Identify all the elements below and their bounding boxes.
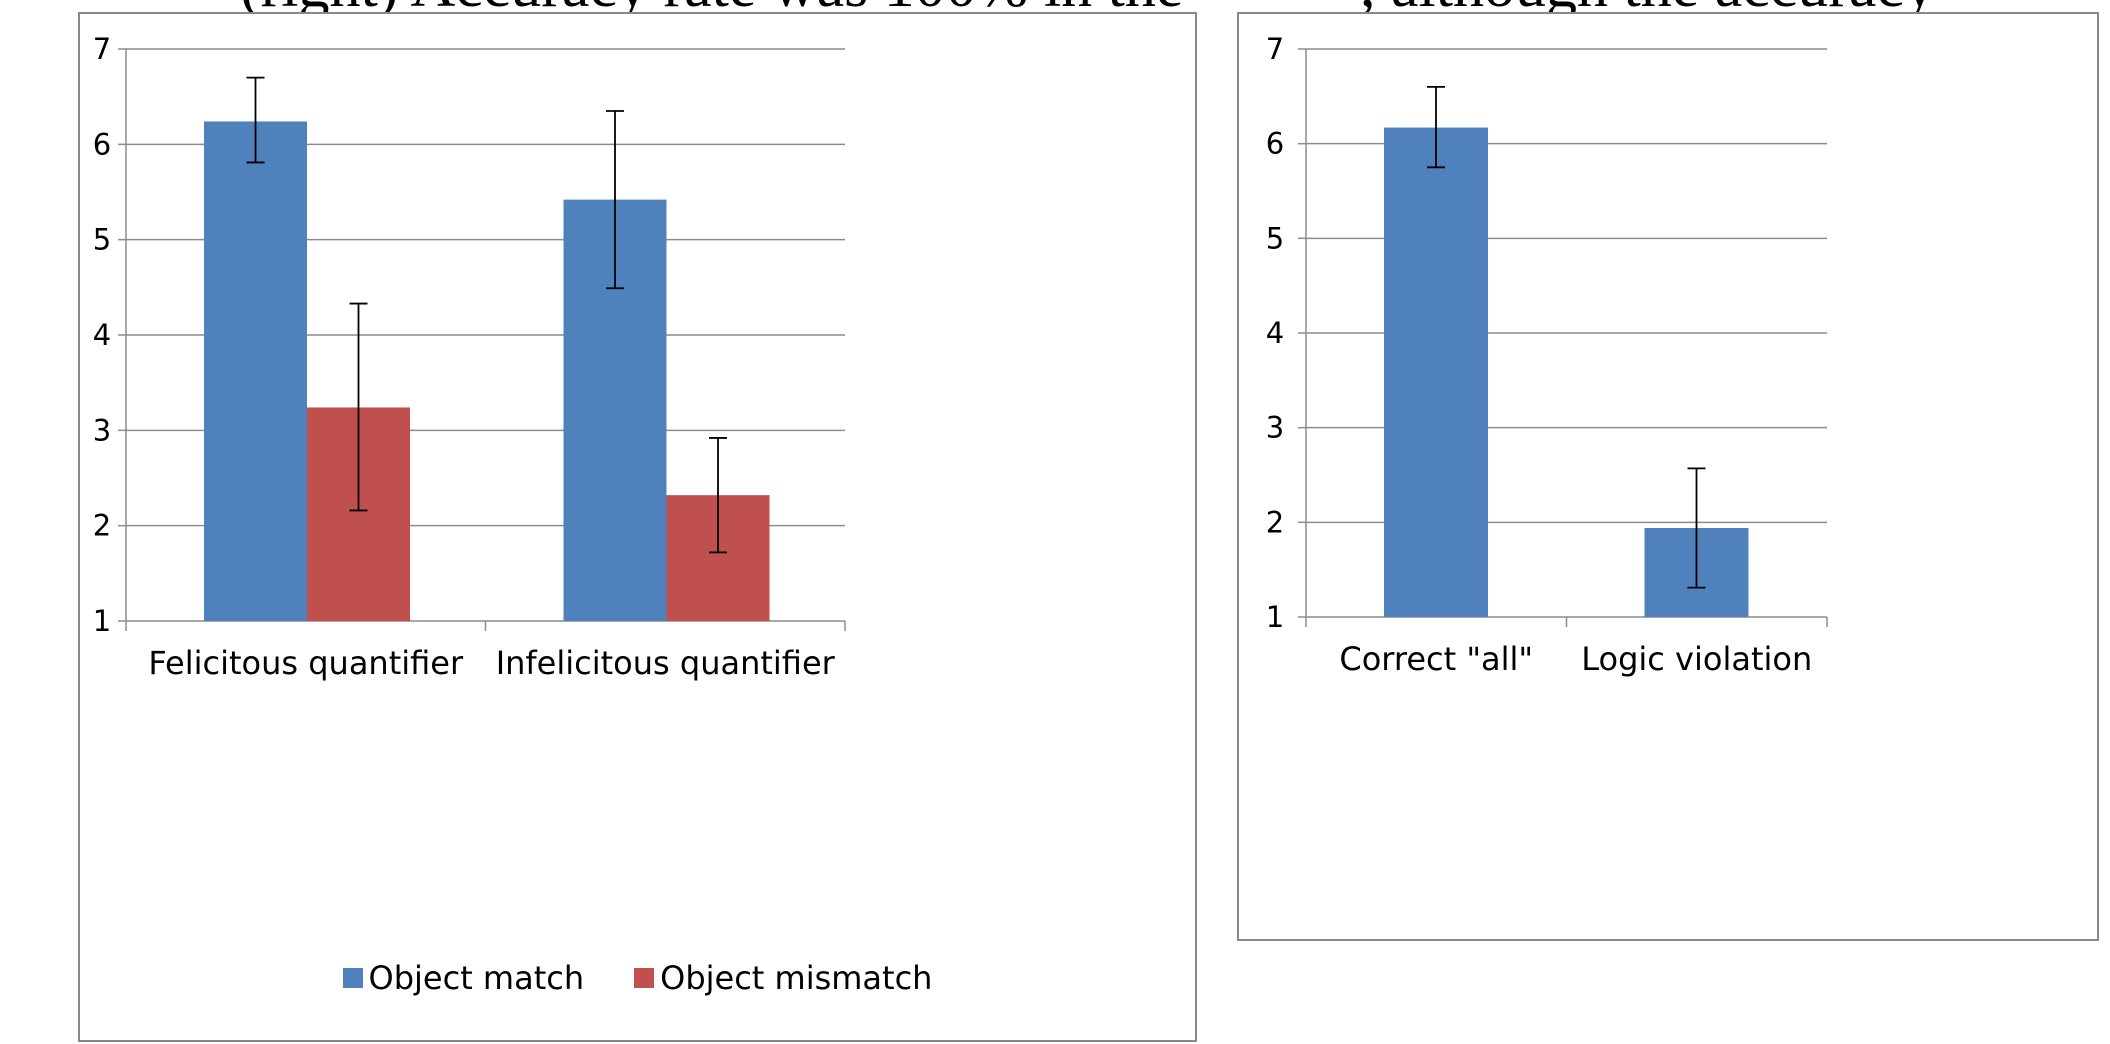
y-tick-label-6: 6 [1266,127,1284,161]
y-tick-label-1: 1 [93,604,111,638]
y-tick-label-6: 6 [93,127,111,161]
y-tick-label-4: 4 [93,318,111,352]
chart-panel-right: 1 2 3 4 5 6 7 Correct "all" Logic violation [1237,12,2099,941]
chart-panel-left: 1 2 3 4 5 6 7 Felicitous quantifier Infelicitous… [78,12,1197,1042]
legend-swatch-object-mismatch [634,968,655,988]
y-tick-label-3: 3 [1266,411,1284,445]
y-tick-label-4: 4 [1266,316,1284,350]
legend: Object match Object mismatch [80,959,1195,997]
y-tick-label-7: 7 [1266,32,1284,66]
category-label-infelicitous-quantifier: Infelicitous quantifier [496,644,836,682]
y-tick-label-3: 3 [93,413,111,447]
bar-correct-all [1384,127,1488,617]
y-tick-label-2: 2 [1266,505,1284,539]
bar-felicitous-quantifier-object-match [204,121,307,621]
legend-label-object-match: Object match [368,959,585,997]
y-tick-label-7: 7 [93,32,111,66]
legend-item-object-match: Object match [342,959,585,997]
category-label-logic-violation: Logic violation [1581,640,1812,678]
bar-chart-right: 1 2 3 4 5 6 7 Correct "all" Logic violation [1266,32,1828,678]
y-tick-label-1: 1 [1266,600,1284,634]
y-tick-label-2: 2 [93,509,111,543]
category-label-felicitous-quantifier: Felicitous quantifier [148,644,464,682]
y-tick-label-5: 5 [93,223,111,257]
legend-label-object-mismatch: Object mismatch [660,959,933,997]
legend-swatch-object-match [342,968,363,988]
y-tick-label-5: 5 [1266,221,1284,255]
category-label-correct-all: Correct "all" [1339,640,1533,678]
legend-item-object-mismatch: Object mismatch [634,959,932,997]
bar-chart-left: 1 2 3 4 5 6 7 Felicitous quantifier Infelicitous… [93,32,846,682]
